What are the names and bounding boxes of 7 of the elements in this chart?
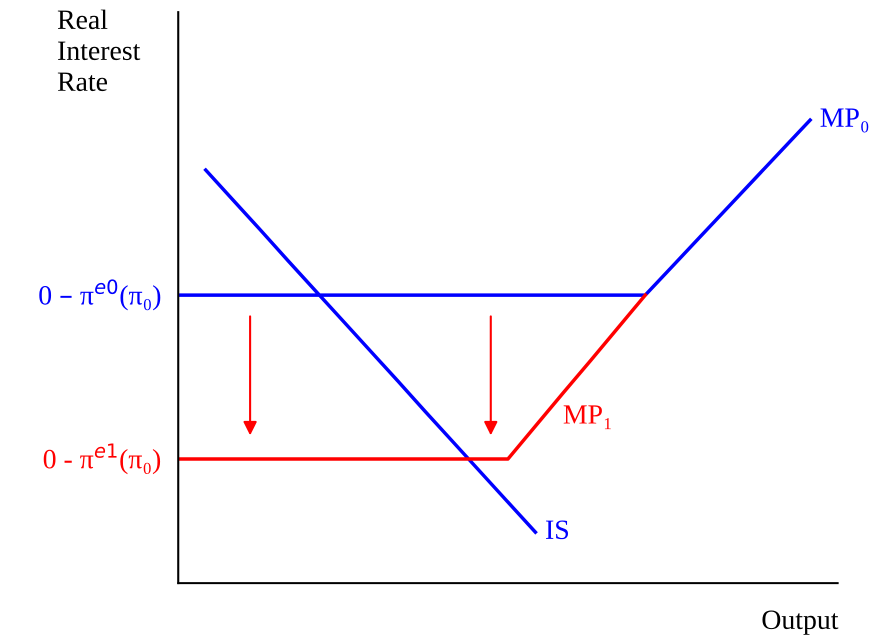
series-label: MP₁ <box>564 405 611 430</box>
text: 0 – π$^{e0}$(π₀) <box>39 279 160 310</box>
series-label: MP₀ <box>820 108 868 132</box>
series-label: IS <box>546 520 568 540</box>
y-axis-title: Real Interest Rate <box>58 10 140 92</box>
x-axis-title: Output <box>762 610 838 635</box>
text: 0 - π$^{e1}$(π₀) <box>44 443 160 474</box>
